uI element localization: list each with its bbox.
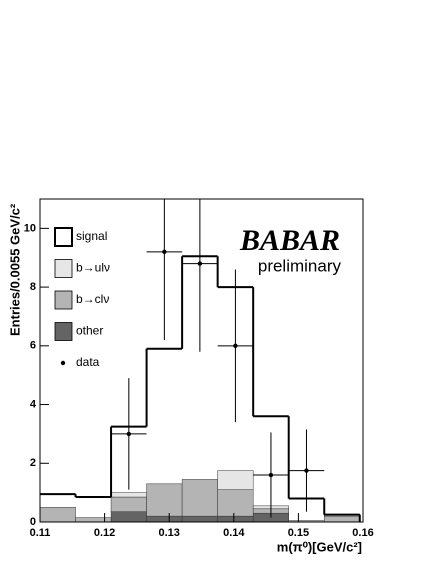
x-tick-label: 0.14 (223, 527, 245, 539)
histogram-bar (110, 492, 147, 498)
legend-label: data (76, 355, 100, 369)
y-tick-label: 4 (30, 398, 37, 410)
y-axis-label: Entries/0.0055 GeV/c² (7, 203, 22, 336)
legend-label: other (76, 324, 103, 338)
annotation: preliminary (258, 256, 342, 275)
data-point (268, 472, 274, 478)
legend-swatch (54, 290, 73, 310)
legend-swatch (54, 259, 73, 278)
plot-frame (39, 198, 364, 523)
histogram-bar (323, 515, 361, 523)
y-tick-label: 10 (24, 222, 36, 234)
y-tick-label: 0 (30, 516, 36, 528)
legend-label: signal (76, 229, 107, 243)
y-tick-label: 8 (30, 281, 36, 293)
legend-swatch (54, 227, 73, 247)
x-tick-label: 0.13 (158, 527, 179, 539)
logo: BABAR (239, 224, 340, 257)
x-tick-label: 0.11 (30, 527, 51, 539)
y-tick-label: 6 (30, 340, 36, 352)
histogram-bar (181, 515, 218, 523)
x-axis-label: m(π⁰)[GeV/c²] (277, 539, 362, 554)
legend-label: b→clν (76, 292, 109, 306)
x-tick-label: 0.15 (288, 527, 309, 539)
histogram-bar (146, 515, 183, 523)
histogram-bar (217, 470, 254, 490)
histogram-bar (39, 507, 76, 523)
x-tick-label: 0.16 (352, 527, 373, 539)
data-point (233, 343, 238, 349)
legend-swatch (54, 322, 73, 341)
legend-marker (60, 360, 66, 366)
data-point (304, 468, 309, 473)
data-point (162, 249, 167, 255)
histogram-bar (75, 517, 112, 523)
legend-label: b→ulν (76, 261, 110, 275)
histogram-bar (110, 511, 147, 523)
histogram-bar (110, 496, 147, 512)
x-tick-label: 0.12 (94, 527, 115, 539)
histogram-bar (217, 489, 254, 517)
y-tick-label: 2 (30, 457, 36, 469)
histogram-bar (217, 515, 254, 523)
histogram-bar (146, 483, 183, 517)
data-point (126, 431, 132, 437)
histogram-bar (181, 479, 218, 517)
data-point (197, 261, 203, 266)
